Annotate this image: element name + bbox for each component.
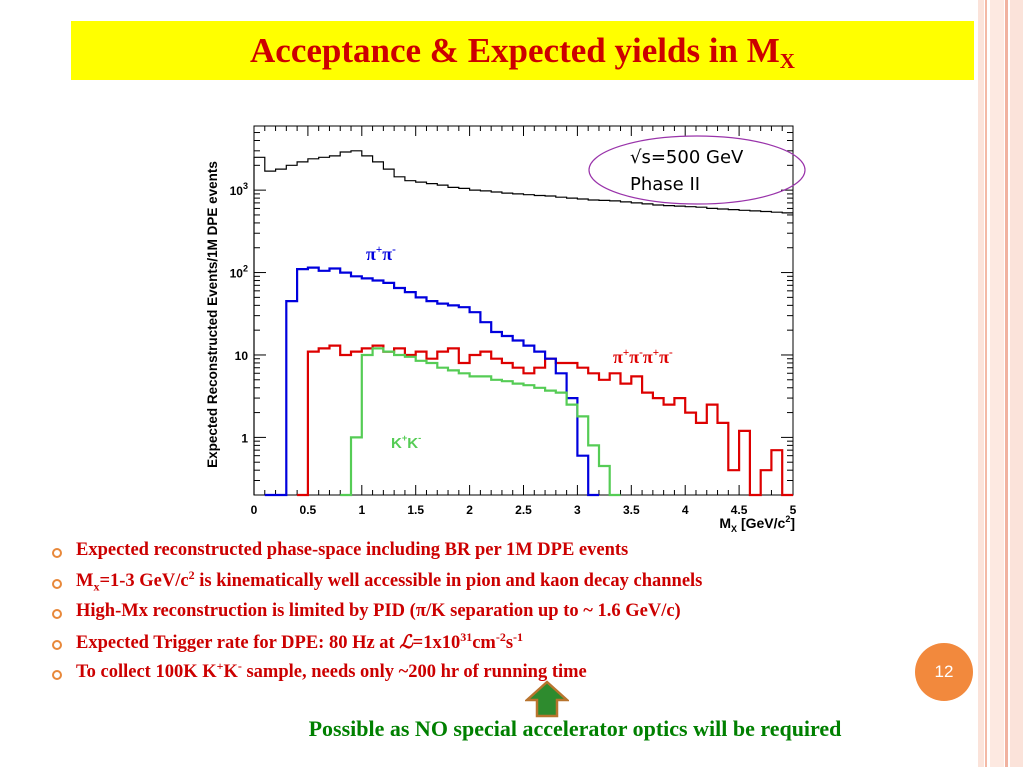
y-tick-base: 10 bbox=[235, 349, 249, 363]
x-tick-label: 5 bbox=[790, 503, 797, 517]
x-tick-label: 4 bbox=[682, 503, 689, 517]
y-tick-base: 10 bbox=[230, 267, 244, 281]
series-line-total bbox=[253, 150, 793, 495]
y-tick-base: 1 bbox=[241, 431, 248, 445]
series-label-charge: - bbox=[418, 433, 421, 443]
annotation-ellipse bbox=[588, 135, 806, 205]
x-tick-label: 2.5 bbox=[515, 503, 532, 517]
edge-stripe bbox=[985, 0, 987, 767]
bullet-item: To collect 100K K+K- sample, needs only … bbox=[52, 660, 992, 693]
series-line-pipipipi bbox=[297, 344, 793, 497]
series-label-symbol: K bbox=[407, 435, 418, 452]
series-label-symbol: π bbox=[613, 347, 623, 367]
series-label-symbol: π bbox=[382, 244, 392, 264]
x-axis-label: MX [GeV/c2] bbox=[719, 514, 795, 534]
annotation-line-2: Phase II bbox=[630, 174, 700, 195]
bullet-item: High-Mx reconstruction is limited by PID… bbox=[52, 601, 992, 632]
series-label-charge: - bbox=[669, 347, 673, 359]
series-label-symbol: K bbox=[391, 435, 402, 452]
x-axis-label-unit-sup: 2 bbox=[785, 514, 790, 524]
bullet-list: Expected reconstructed phase-space inclu… bbox=[52, 540, 992, 693]
bullet-item: Mx=1-3 GeV/c2 is kinematically well acce… bbox=[52, 568, 992, 602]
bullet-item: Expected Trigger rate for DPE: 80 Hz at … bbox=[52, 630, 992, 663]
x-axis-label-unit-end: ] bbox=[790, 515, 795, 531]
page-number-badge: 12 bbox=[915, 643, 973, 701]
x-tick-label: 3 bbox=[574, 503, 581, 517]
slide-title: Acceptance & Expected yields in MX bbox=[71, 21, 974, 80]
histogram-chart: 0 0.5 1 1.5 2 2.5 3 3.5 4 4.5 5110102103π+π-π+π-π+… bbox=[205, 125, 806, 534]
bullet-marker bbox=[52, 639, 62, 650]
bullet-marker bbox=[52, 670, 62, 680]
x-tick-label: 0.5 bbox=[300, 503, 317, 517]
series-label: π+π-π+π- bbox=[613, 347, 673, 367]
x-tick-label: 4.5 bbox=[731, 503, 748, 517]
series-label-symbol: π bbox=[629, 347, 639, 367]
bullet-marker bbox=[52, 578, 62, 589]
y-tick-exponent: 2 bbox=[243, 264, 248, 274]
footer-note: Possible as NO special accelerator optic… bbox=[308, 716, 842, 741]
series-label-charge: - bbox=[639, 347, 643, 359]
series-label-symbol: π bbox=[643, 347, 653, 367]
edge-stripe bbox=[1010, 0, 1023, 767]
slide-title-text: Acceptance & Expected yields in MX bbox=[250, 31, 795, 73]
series-label-charge: + bbox=[623, 347, 629, 359]
x-axis-label-sub: X bbox=[731, 524, 737, 534]
x-tick-label: 2 bbox=[466, 503, 473, 517]
edge-stripe bbox=[990, 0, 1004, 767]
bullet-marker bbox=[52, 609, 62, 619]
series-line-pipi bbox=[264, 266, 599, 497]
series-label-charge: + bbox=[376, 244, 382, 256]
series-label: K+K- bbox=[391, 433, 421, 452]
y-tick-label: 10 bbox=[235, 349, 249, 363]
edge-stripe bbox=[1005, 0, 1008, 767]
bullet-marker bbox=[52, 548, 62, 558]
series-label-symbol: π bbox=[659, 347, 669, 367]
y-tick-label: 103 bbox=[230, 181, 248, 198]
plot-frame bbox=[253, 125, 794, 496]
series-label-charge: + bbox=[653, 347, 659, 359]
series-label: π+π- bbox=[366, 244, 396, 264]
series-line-kk bbox=[340, 347, 621, 497]
edge-stripe bbox=[978, 0, 984, 767]
y-tick-label: 1 bbox=[241, 431, 248, 445]
x-tick-label: 1 bbox=[358, 503, 365, 517]
x-tick-label: 1.5 bbox=[407, 503, 424, 517]
x-axis-label-base: M bbox=[719, 515, 731, 531]
page-number: 12 bbox=[934, 662, 954, 681]
y-axis-label: Expected Reconstructed Events/1M DPE eve… bbox=[205, 161, 220, 468]
x-axis-label-unit: [GeV/c bbox=[737, 515, 785, 531]
annotation-line-1: √s=500 GeV bbox=[630, 147, 744, 168]
series-label-charge: - bbox=[392, 244, 396, 256]
y-tick-label: 102 bbox=[230, 264, 248, 281]
y-tick-exponent: 3 bbox=[243, 181, 248, 191]
y-tick-base: 10 bbox=[230, 184, 244, 198]
bullet-item: Expected reconstructed phase-space inclu… bbox=[52, 540, 992, 571]
series-label-charge: + bbox=[402, 433, 408, 443]
x-tick-label: 0 bbox=[251, 503, 258, 517]
series-label-symbol: π bbox=[366, 244, 376, 264]
x-tick-label: 3.5 bbox=[623, 503, 640, 517]
up-arrow-icon bbox=[525, 680, 569, 718]
